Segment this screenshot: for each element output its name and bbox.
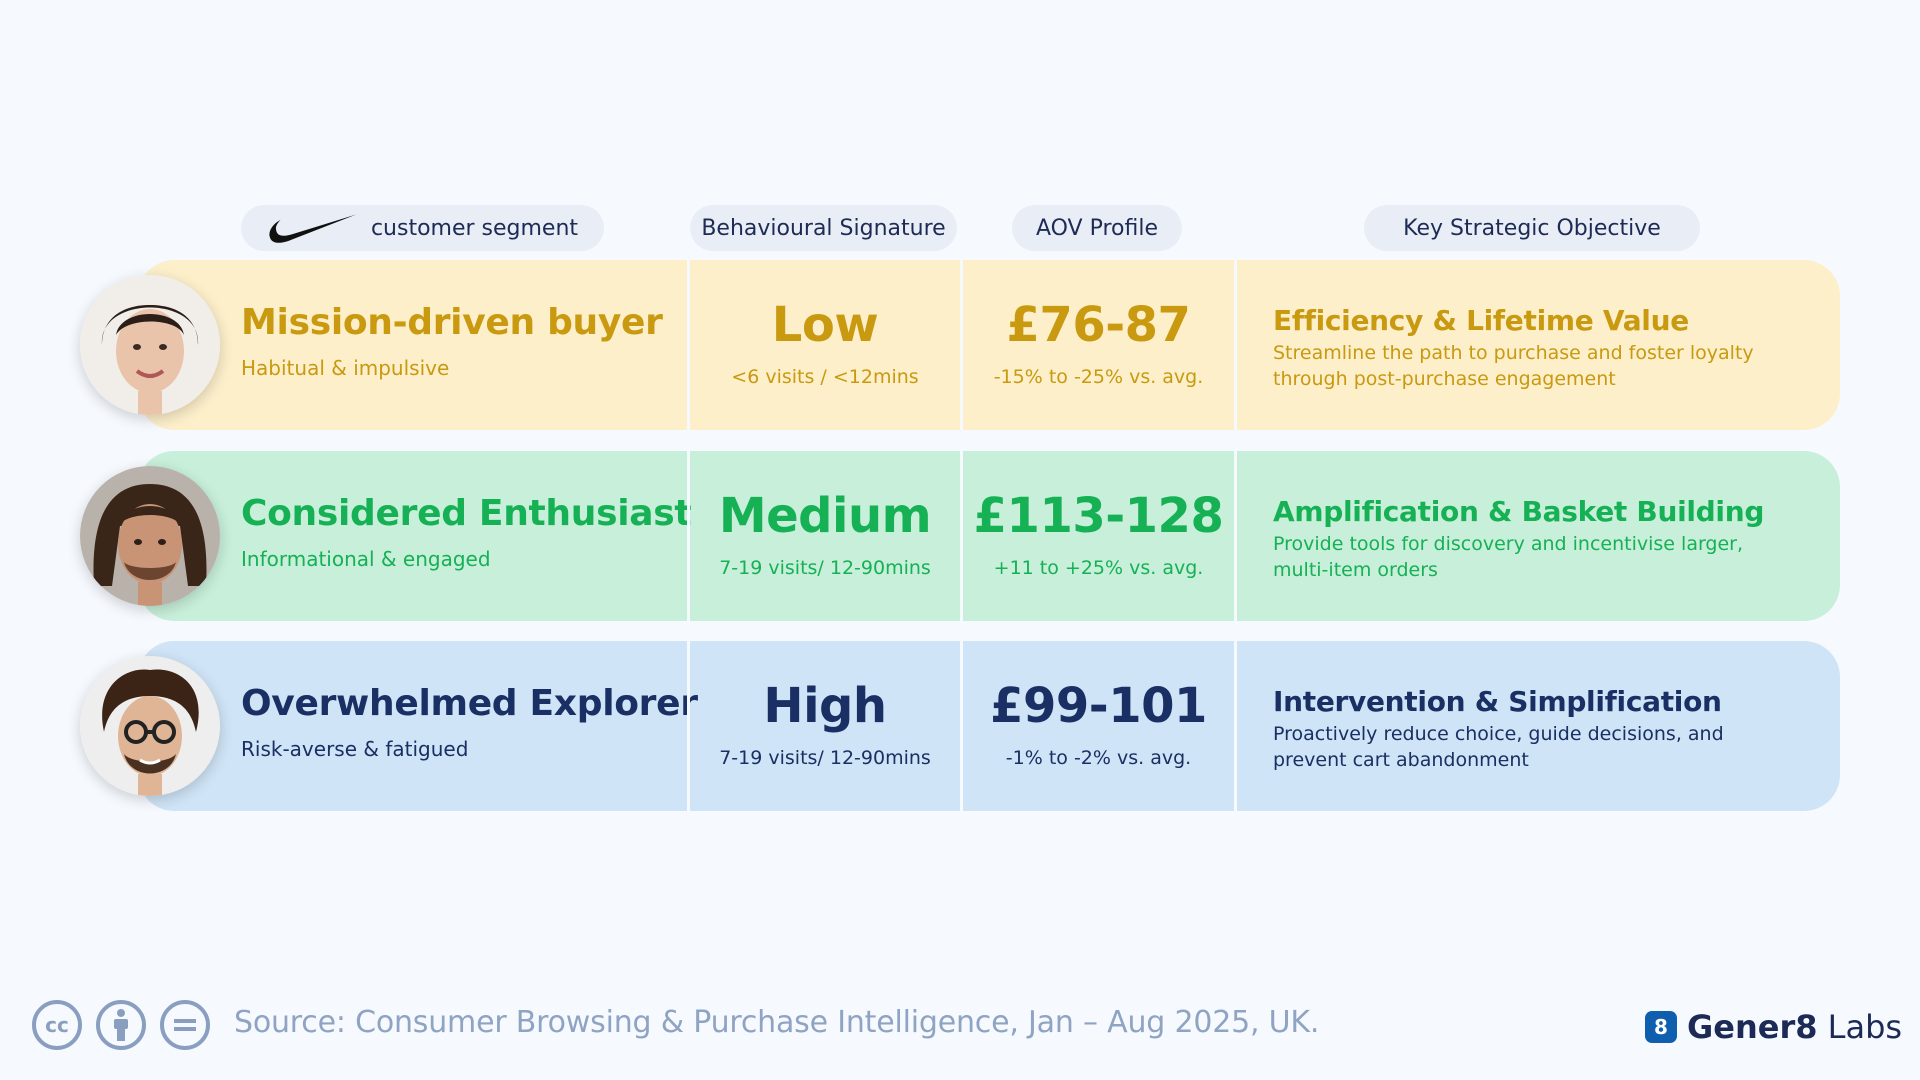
column-divider xyxy=(960,451,963,621)
man-dreadlocks-avatar xyxy=(80,466,220,606)
header-key-strategic-objective: Key Strategic Objective xyxy=(1364,205,1700,251)
header-behaviour-label: Behavioural Signature xyxy=(701,215,946,241)
behaviour-detail: 7-19 visits/ 12-90mins xyxy=(719,747,931,769)
objective-description: Provide tools for discovery and incentiv… xyxy=(1273,533,1744,581)
behaviour-cell: High 7-19 visits/ 12-90mins xyxy=(690,641,960,811)
objective-cell: Intervention & Simplification Proactivel… xyxy=(1237,641,1840,811)
segment-subtitle: Risk-averse & fatigued xyxy=(241,737,469,761)
aov-detail: -15% to -25% vs. avg. xyxy=(993,366,1204,388)
objective-title: Amplification & Basket Building xyxy=(1273,495,1765,528)
aov-detail: +11 to +25% vs. avg. xyxy=(993,557,1204,579)
aov-cell: £99-101 -1% to -2% vs. avg. xyxy=(963,641,1234,811)
behaviour-cell: Low <6 visits / <12mins xyxy=(690,260,960,430)
creative-commons-icon: cc xyxy=(32,1000,82,1050)
objective-title: Intervention & Simplification xyxy=(1273,685,1722,718)
behaviour-level: High xyxy=(763,678,887,734)
column-divider xyxy=(1234,641,1237,811)
header-objective-label: Key Strategic Objective xyxy=(1403,215,1661,241)
header-segment-label: customer segment xyxy=(370,215,579,241)
segment-subtitle: Habitual & impulsive xyxy=(241,356,450,380)
behaviour-detail: 7-19 visits/ 12-90mins xyxy=(719,557,931,579)
column-divider xyxy=(960,641,963,811)
column-divider xyxy=(1234,260,1237,430)
gener8-mark-icon: 8 xyxy=(1645,1011,1677,1043)
behaviour-cell: Medium 7-19 visits/ 12-90mins xyxy=(690,451,960,621)
segment-cell: Overwhelmed Explorer Risk-averse & fatig… xyxy=(138,641,698,811)
objective-title: Efficiency & Lifetime Value xyxy=(1273,304,1689,337)
behaviour-level: Medium xyxy=(718,488,932,544)
brand-logo: 8 Gener8 Labs xyxy=(1645,1008,1902,1046)
segment-subtitle: Informational & engaged xyxy=(241,547,491,571)
segment-title: Considered Enthusiast xyxy=(241,493,692,534)
man-glasses-avatar xyxy=(80,656,220,796)
column-divider xyxy=(1234,451,1237,621)
header-aov-profile: AOV Profile xyxy=(1012,205,1182,251)
aov-cell: £76-87 -15% to -25% vs. avg. xyxy=(963,260,1234,430)
objective-description: Proactively reduce choice, guide decisio… xyxy=(1273,723,1724,771)
segment-row-overwhelmed-explorer: Overwhelmed Explorer Risk-averse & fatig… xyxy=(138,641,1840,811)
objective-cell: Efficiency & Lifetime Value Streamline t… xyxy=(1237,260,1840,430)
brand-name-bold: Gener8 xyxy=(1687,1008,1818,1046)
brand-name-rest: Labs xyxy=(1817,1008,1903,1046)
segment-cell: Mission-driven buyer Habitual & impulsiv… xyxy=(138,260,688,430)
objective-cell: Amplification & Basket Building Provide … xyxy=(1237,451,1840,621)
header-behavioural-signature: Behavioural Signature xyxy=(690,205,957,251)
aov-detail: -1% to -2% vs. avg. xyxy=(1005,747,1192,769)
column-divider xyxy=(960,260,963,430)
segment-cell: Considered Enthusiast Informational & en… xyxy=(138,451,692,621)
woman-avatar xyxy=(80,275,220,415)
aov-range: £99-101 xyxy=(990,678,1207,734)
header-customer-segment: customer segment xyxy=(241,205,604,251)
aov-range: £76-87 xyxy=(1006,297,1191,353)
objective-description: Streamline the path to purchase and fost… xyxy=(1273,342,1754,390)
behaviour-detail: <6 visits / <12mins xyxy=(731,366,919,388)
column-divider xyxy=(687,641,690,811)
segment-title: Mission-driven buyer xyxy=(241,302,663,343)
behaviour-level: Low xyxy=(771,297,879,353)
aov-cell: £113-128 +11 to +25% vs. avg. xyxy=(963,451,1234,621)
segment-row-mission-driven: Mission-driven buyer Habitual & impulsiv… xyxy=(138,260,1840,430)
segment-title: Overwhelmed Explorer xyxy=(241,683,698,724)
column-divider xyxy=(687,260,690,430)
nike-swoosh-icon xyxy=(269,214,357,243)
cc-icon-text: cc xyxy=(45,1013,69,1037)
column-divider xyxy=(687,451,690,621)
source-note: Source: Consumer Browsing & Purchase Int… xyxy=(234,1005,1320,1040)
attribution-person-icon xyxy=(96,1000,146,1050)
no-derivatives-icon xyxy=(160,1000,210,1050)
segment-row-considered-enthusiast: Considered Enthusiast Informational & en… xyxy=(138,451,1840,621)
header-aov-label: AOV Profile xyxy=(1035,215,1159,241)
aov-range: £113-128 xyxy=(973,488,1224,544)
brand-name: Gener8 Labs xyxy=(1687,1008,1902,1046)
